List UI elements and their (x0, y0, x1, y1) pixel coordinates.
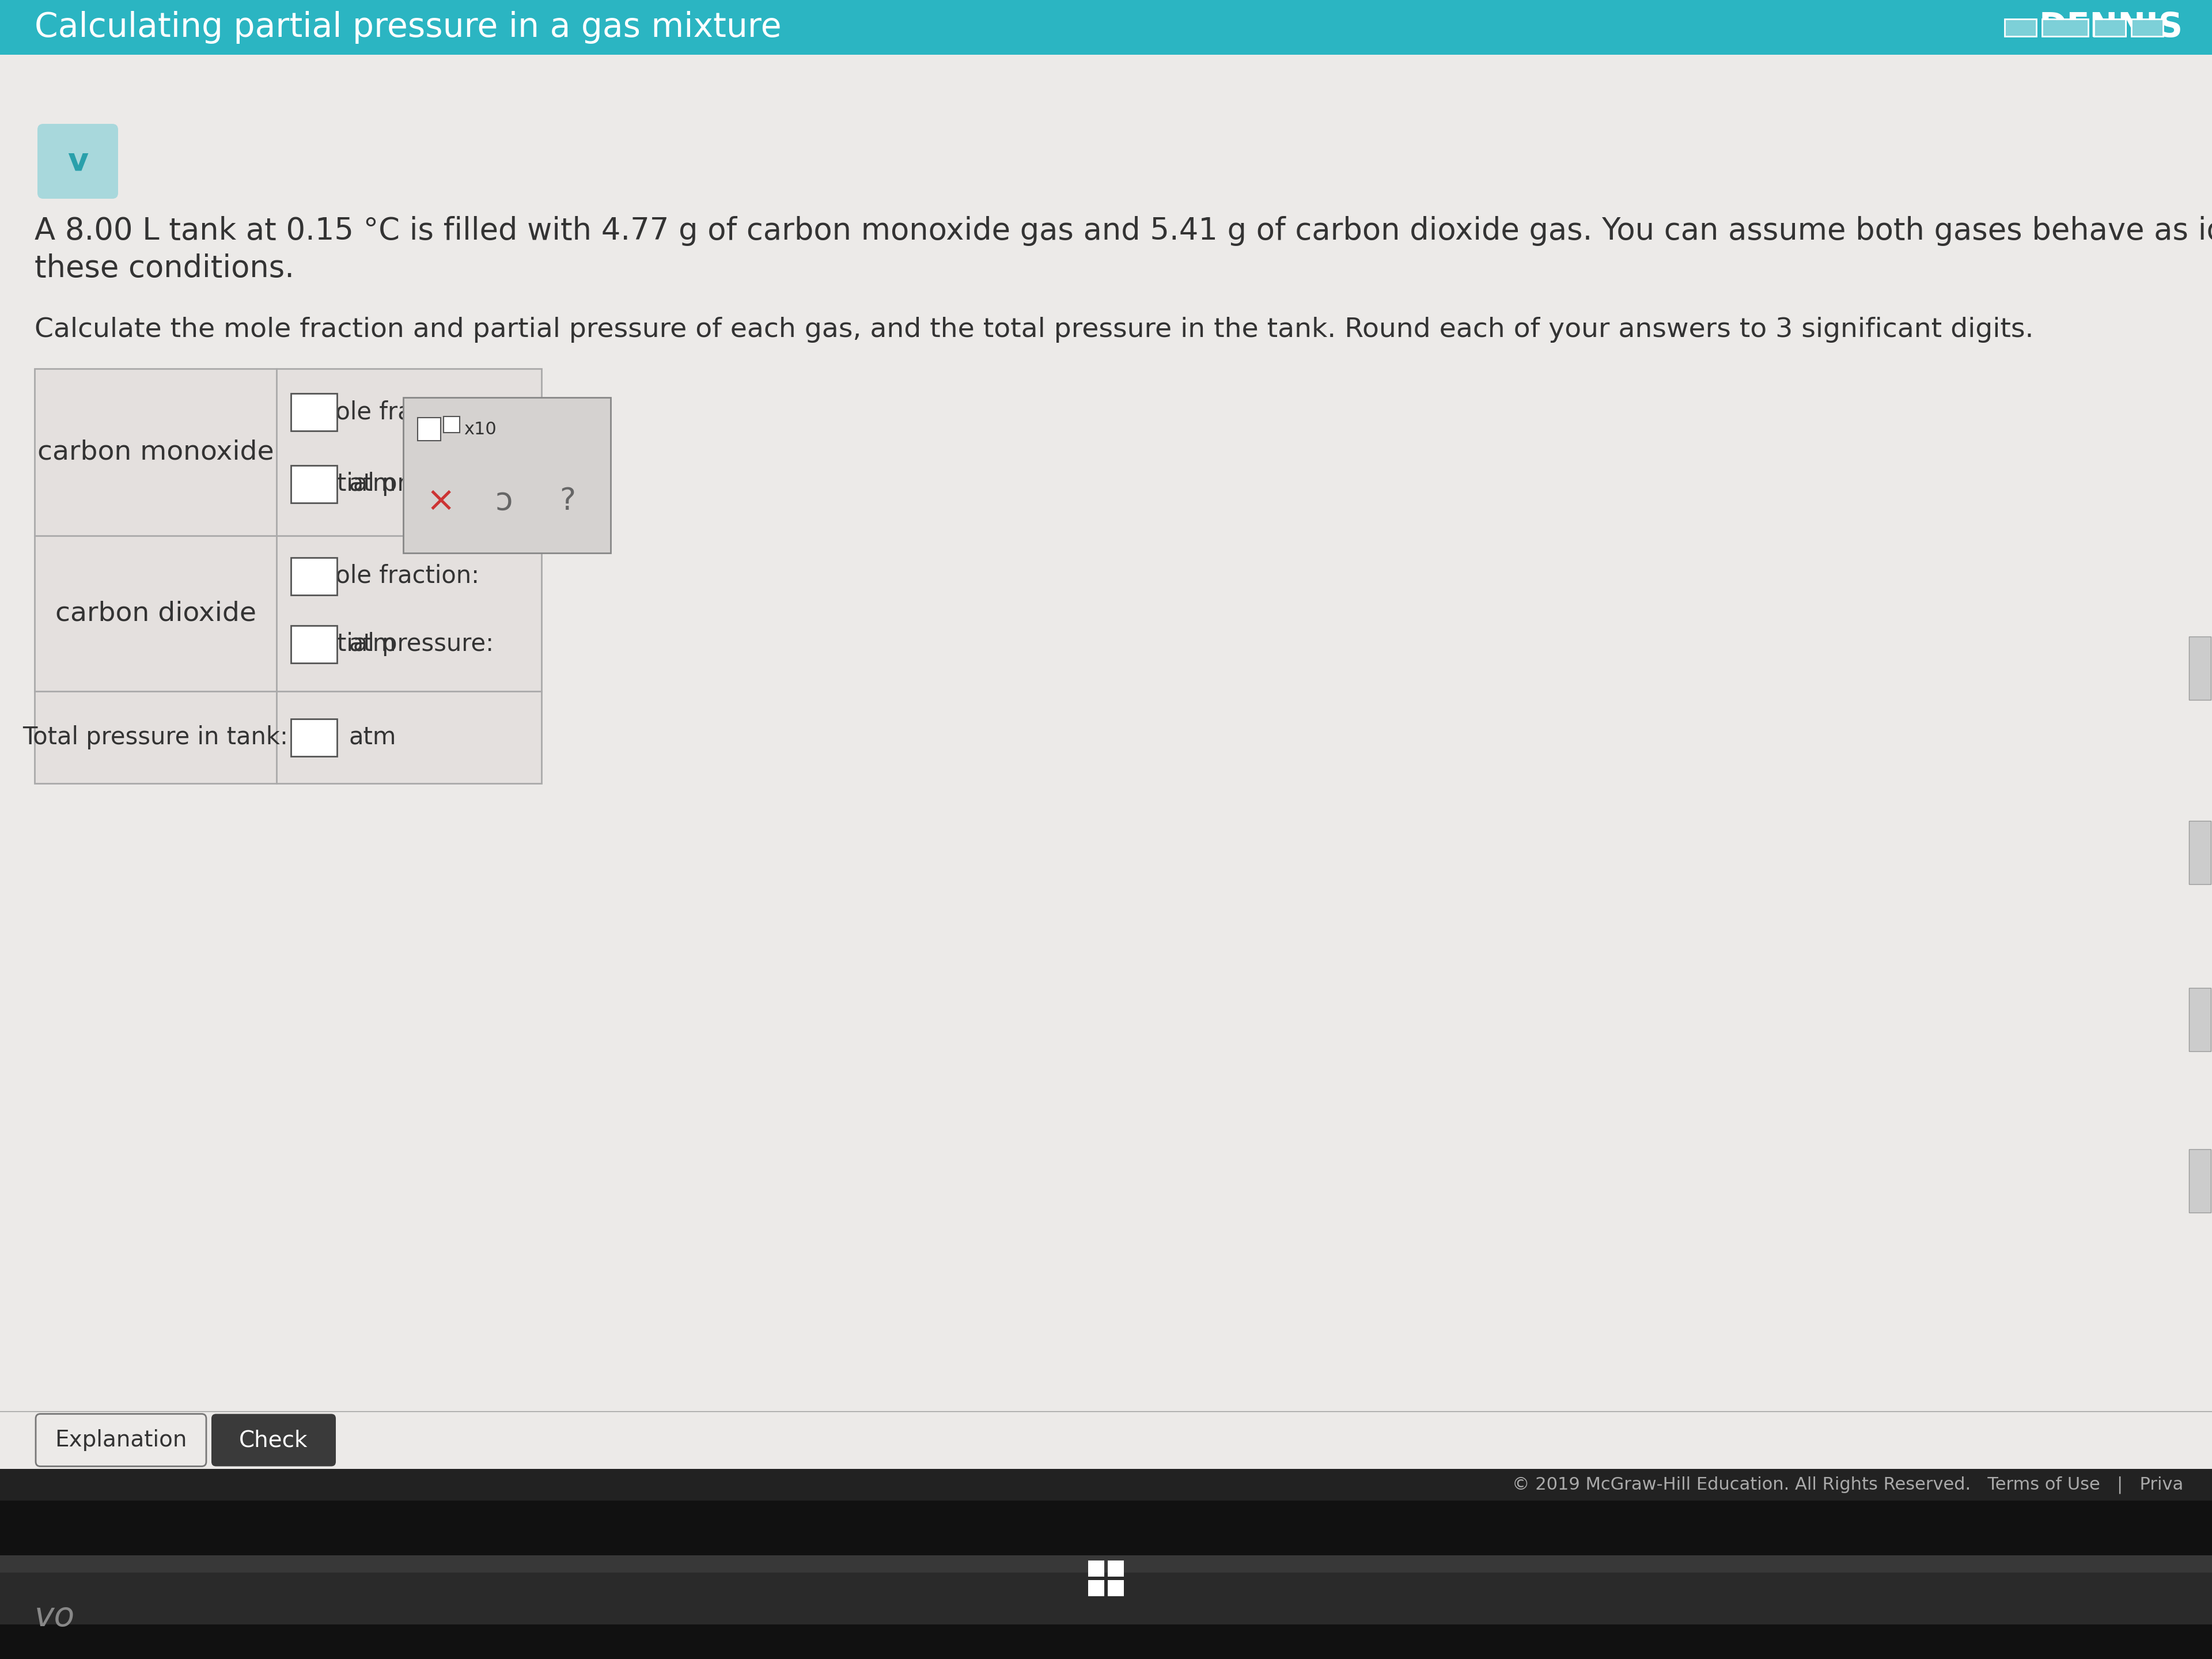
Text: mole fraction:: mole fraction: (312, 564, 480, 589)
Bar (0, 1556, 2212, 1573)
FancyBboxPatch shape (38, 124, 117, 199)
Text: partial pressure:: partial pressure: (296, 471, 493, 496)
Bar (0, 1468, 2212, 1501)
Text: Calculating partial pressure in a gas mixture: Calculating partial pressure in a gas mi… (35, 12, 781, 43)
Text: ?: ? (560, 486, 575, 516)
Bar (292, 557, 336, 596)
Bar (2042, 18, 2088, 36)
Text: carbon monoxide: carbon monoxide (38, 440, 274, 465)
Bar (0, 1573, 2212, 1624)
Bar (292, 625, 336, 662)
Bar (292, 393, 336, 431)
Bar (0, 1412, 2212, 1468)
Text: ↄ: ↄ (495, 486, 513, 516)
Bar (1108, 1579, 1124, 1596)
Bar (418, 418, 440, 441)
Bar (292, 465, 336, 503)
Bar (292, 718, 336, 757)
Text: Calculate the mole fraction and partial pressure of each gas, and the total pres: Calculate the mole fraction and partial … (35, 317, 2033, 343)
Bar (2190, 1150, 2210, 1213)
Bar (445, 416, 460, 433)
Text: atm: atm (349, 632, 396, 655)
Bar (2132, 18, 2163, 36)
Text: Explanation: Explanation (55, 1428, 188, 1452)
Bar (2004, 18, 2037, 36)
Bar (1108, 1559, 1124, 1576)
Text: Total pressure in tank:: Total pressure in tank: (22, 725, 288, 750)
Text: these conditions.: these conditions. (35, 254, 294, 284)
Text: mole fraction:: mole fraction: (312, 400, 480, 425)
Bar (2095, 18, 2126, 36)
Bar (2190, 637, 2210, 700)
Bar (35, 368, 542, 783)
Text: Check: Check (239, 1428, 307, 1452)
FancyBboxPatch shape (212, 1413, 336, 1467)
Text: atm: atm (349, 725, 396, 750)
Bar (0, 0, 2212, 55)
Text: vo: vo (35, 1601, 75, 1632)
FancyBboxPatch shape (35, 1413, 206, 1467)
Text: ×: × (427, 484, 456, 518)
Bar (0, 55, 2212, 1412)
Bar (2190, 821, 2210, 884)
Text: v: v (66, 146, 88, 178)
Text: atm: atm (349, 471, 396, 496)
Bar (1088, 1579, 1104, 1596)
Text: partial pressure:: partial pressure: (296, 632, 493, 655)
Text: carbon dioxide: carbon dioxide (55, 601, 257, 627)
Text: x10: x10 (465, 421, 495, 438)
Bar (1088, 1559, 1104, 1576)
Text: A 8.00 L tank at 0.15 °C is filled with 4.77 g of carbon monoxide gas and 5.41 g: A 8.00 L tank at 0.15 °C is filled with … (35, 216, 2212, 246)
Bar (0, 1501, 2212, 1659)
Text: DENNIS: DENNIS (2039, 12, 2183, 43)
Bar (2190, 987, 2210, 1052)
Bar (403, 398, 611, 552)
Text: © 2019 McGraw-Hill Education. All Rights Reserved.   Terms of Use   |   Priva: © 2019 McGraw-Hill Education. All Rights… (1513, 1477, 2183, 1493)
